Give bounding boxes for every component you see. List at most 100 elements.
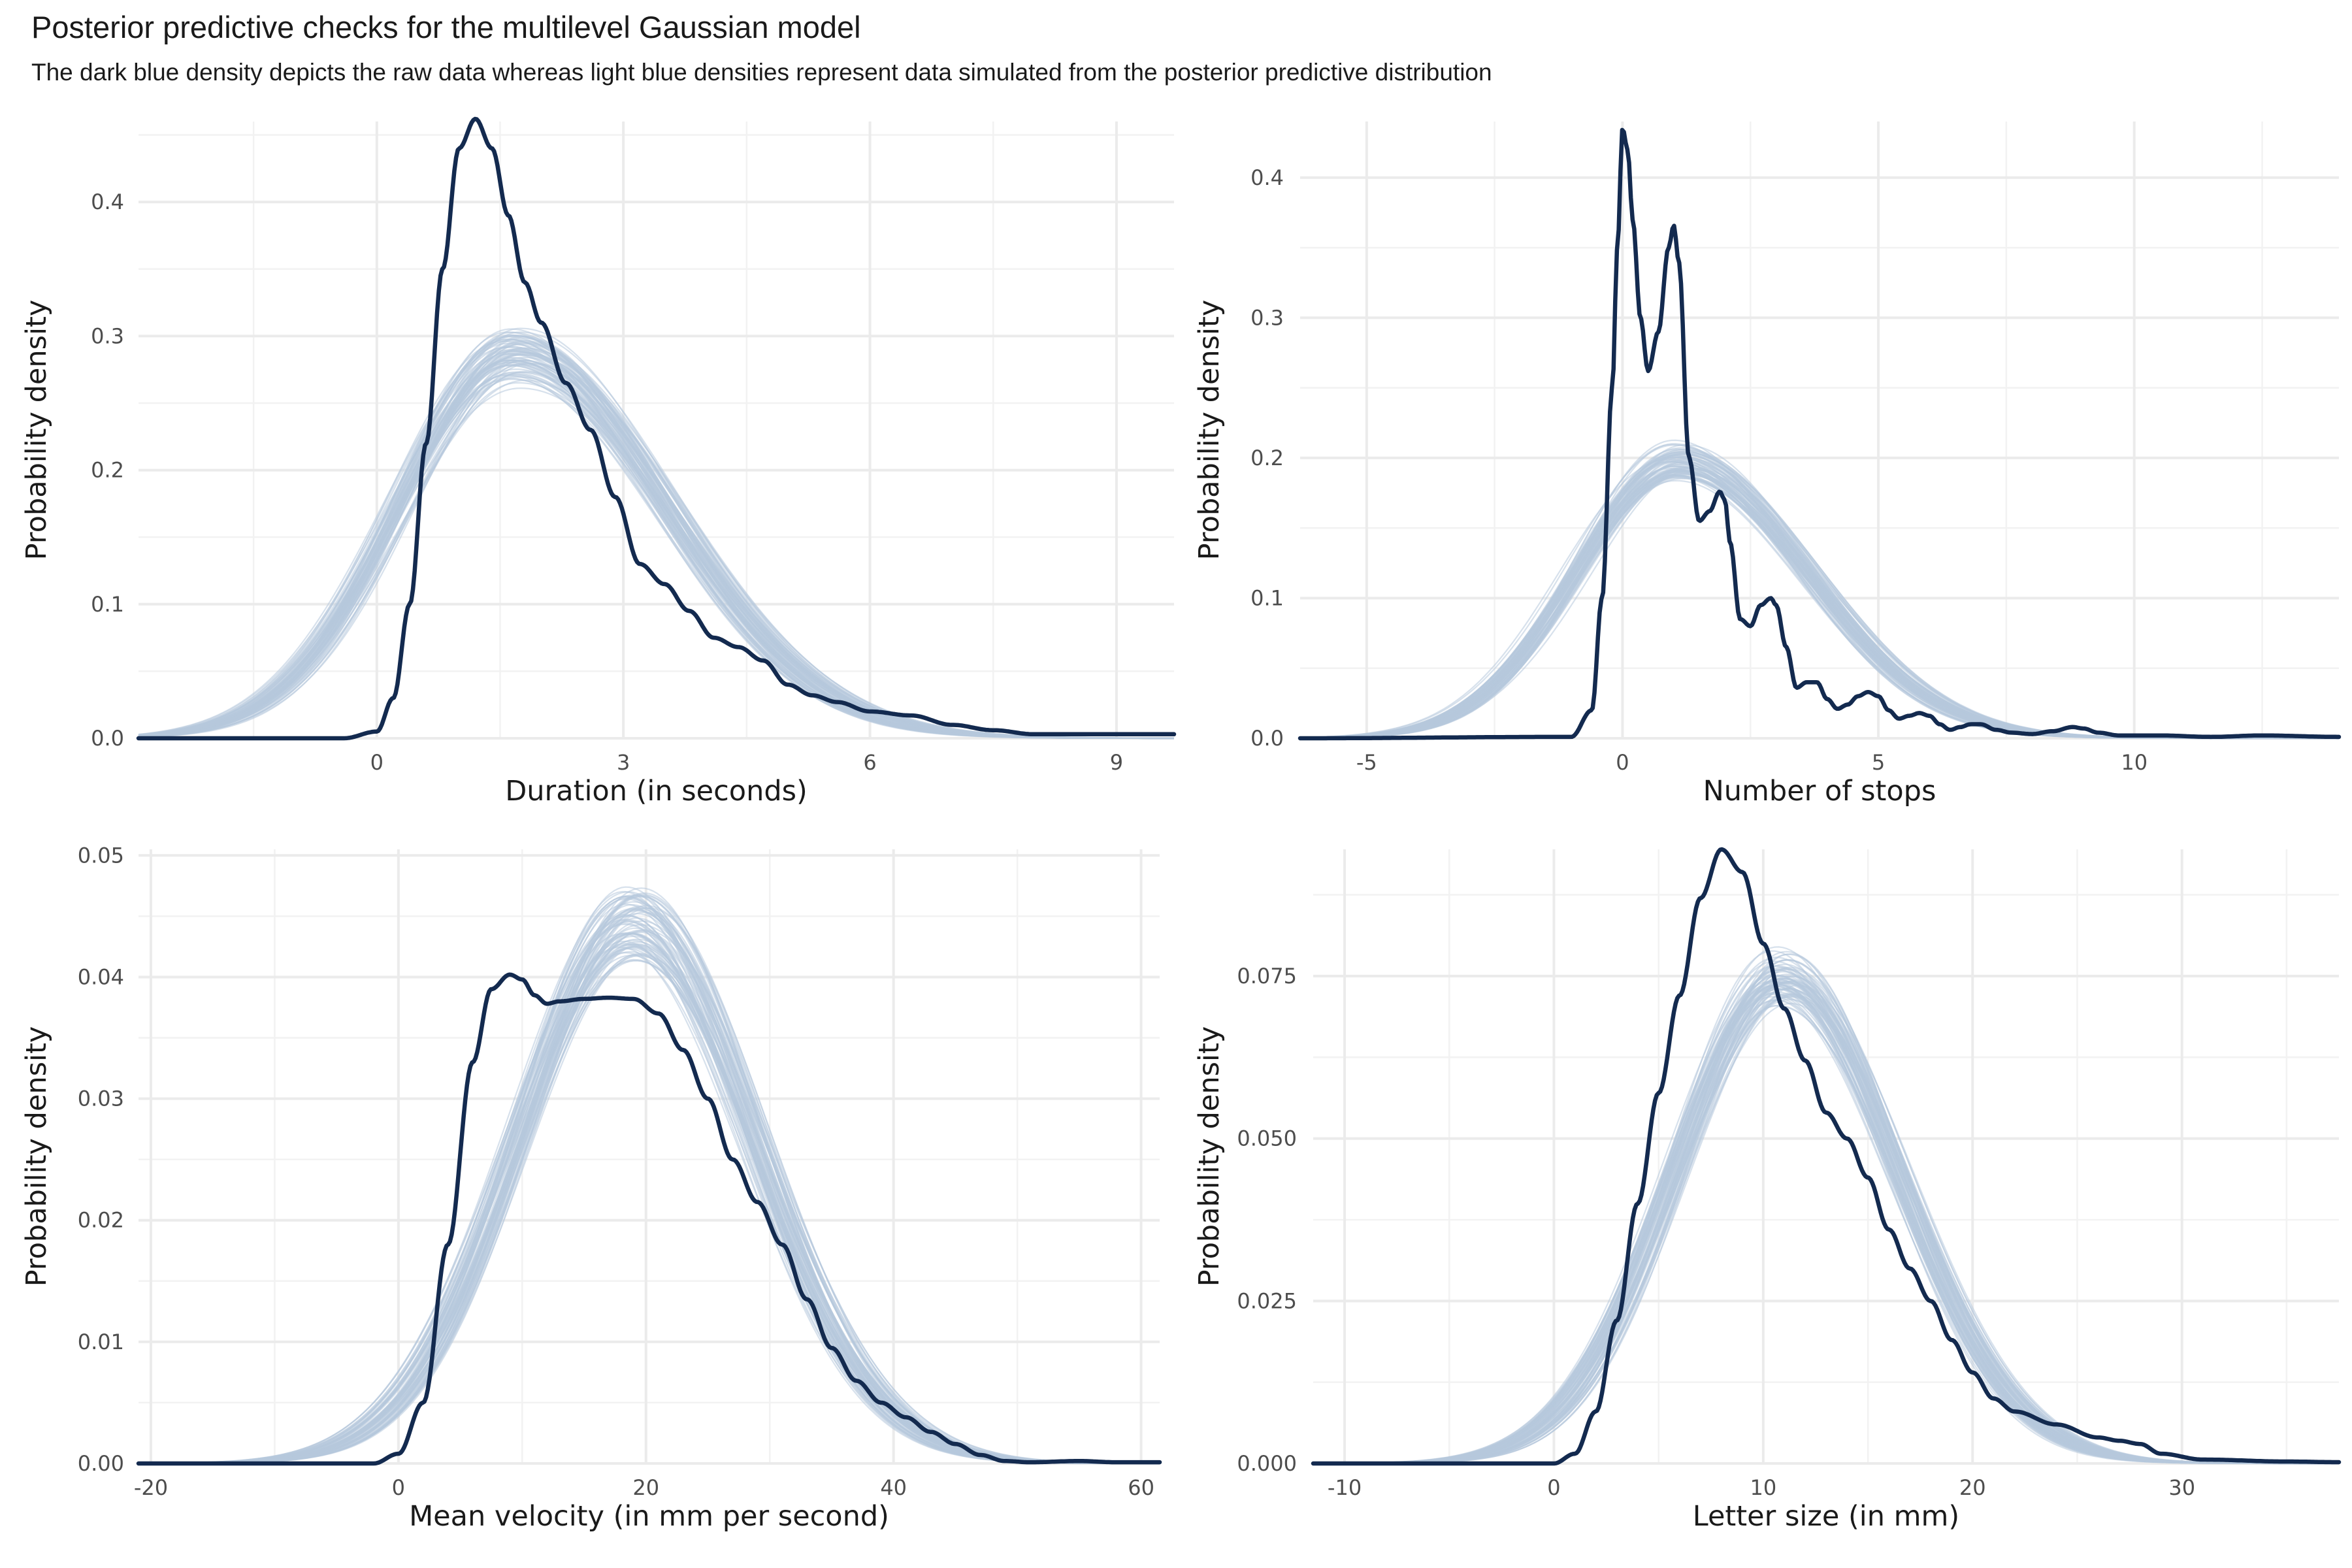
x-tick-label: 3 bbox=[617, 750, 630, 775]
simulated-density-line bbox=[139, 920, 1160, 1464]
simulated-density-line bbox=[1313, 988, 2339, 1465]
x-tick-label: 10 bbox=[1750, 1475, 1777, 1500]
simulated-density-line bbox=[139, 924, 1160, 1464]
simulated-density-line bbox=[139, 892, 1160, 1465]
simulated-density-line bbox=[1313, 968, 2339, 1465]
simulated-density-line bbox=[138, 346, 1174, 739]
x-tick-label: 6 bbox=[863, 750, 876, 775]
simulated-density-line bbox=[139, 921, 1160, 1465]
simulated-density-line bbox=[139, 923, 1160, 1464]
x-tick-label: -10 bbox=[1328, 1475, 1362, 1500]
simulated-density-line bbox=[139, 932, 1160, 1465]
simulated-density-line bbox=[1299, 476, 2339, 740]
simulated-density-line bbox=[139, 941, 1160, 1465]
simulated-density-line bbox=[1313, 977, 2339, 1465]
simulated-density-line bbox=[1313, 997, 2339, 1465]
y-tick-label: 0.2 bbox=[1250, 446, 1284, 470]
simulated-density-line bbox=[138, 896, 1160, 1464]
x-tick-label: 40 bbox=[880, 1475, 907, 1500]
simulated-density-line bbox=[1313, 981, 2339, 1465]
simulated-density-line bbox=[139, 947, 1160, 1465]
x-axis-title: Duration (in seconds) bbox=[505, 775, 808, 808]
simulated-density-line bbox=[138, 952, 1160, 1465]
y-tick-label: 0.050 bbox=[1237, 1126, 1297, 1151]
simulated-density-line bbox=[139, 901, 1160, 1465]
simulated-density-line bbox=[139, 943, 1160, 1464]
simulated-density-line bbox=[138, 907, 1160, 1464]
raw-data-density-line bbox=[1311, 847, 2342, 1466]
simulated-density-line bbox=[1313, 959, 2339, 1465]
y-tick-label: 0.04 bbox=[78, 964, 124, 989]
simulated-density-line bbox=[1313, 998, 2339, 1465]
simulated-density-line bbox=[139, 893, 1160, 1464]
simulated-density-line bbox=[138, 906, 1160, 1465]
simulated-density-line bbox=[139, 907, 1160, 1464]
simulated-density-line bbox=[139, 944, 1160, 1465]
simulated-density-line bbox=[1313, 981, 2339, 1465]
simulated-density-line bbox=[139, 894, 1160, 1465]
simulated-density-line bbox=[1313, 977, 2339, 1465]
y-axis-title: Probability density bbox=[20, 300, 53, 561]
y-tick-label: 0.1 bbox=[1250, 585, 1284, 610]
simulated-density-line bbox=[1313, 983, 2339, 1465]
y-tick-label: 0.025 bbox=[1237, 1288, 1297, 1313]
simulated-density-line bbox=[138, 340, 1174, 740]
simulated-density-line bbox=[139, 894, 1160, 1465]
simulated-density-line bbox=[139, 919, 1160, 1465]
y-tick-label: 0.4 bbox=[91, 189, 124, 214]
simulated-density-line bbox=[139, 932, 1160, 1465]
simulated-density-line bbox=[139, 943, 1160, 1465]
simulated-density-line bbox=[1300, 480, 2339, 740]
simulated-density-line bbox=[1313, 982, 2339, 1465]
simulated-density-line bbox=[139, 913, 1160, 1465]
simulated-density-line bbox=[139, 919, 1160, 1464]
x-tick-label: 0 bbox=[370, 750, 384, 775]
x-tick-label: -5 bbox=[1356, 750, 1377, 775]
simulated-density-line bbox=[1313, 999, 2339, 1465]
simulated-density-line bbox=[139, 946, 1160, 1465]
simulated-density-line bbox=[1313, 946, 2339, 1465]
x-tick-label: 9 bbox=[1110, 750, 1123, 775]
simulated-density-line bbox=[1313, 987, 2339, 1465]
x-tick-label: 60 bbox=[1128, 1475, 1154, 1500]
simulated-density-line bbox=[139, 943, 1160, 1465]
simulated-density-line bbox=[139, 897, 1160, 1465]
simulated-density-line bbox=[139, 894, 1160, 1464]
simulated-density-line bbox=[138, 946, 1160, 1465]
simulated-density-line bbox=[1313, 992, 2339, 1465]
simulated-density-line bbox=[1313, 980, 2339, 1465]
simulated-density-line bbox=[1313, 993, 2339, 1465]
simulated-density-line bbox=[1313, 999, 2339, 1465]
simulated-density-line bbox=[139, 938, 1160, 1464]
simulated-density-line bbox=[138, 895, 1160, 1465]
simulated-density-line bbox=[139, 907, 1160, 1465]
simulated-density-line bbox=[1299, 470, 2339, 740]
simulated-density-line bbox=[1313, 1004, 2339, 1465]
simulated-density-line bbox=[1313, 991, 2339, 1465]
simulated-density-line bbox=[1313, 1005, 2339, 1465]
y-tick-label: 0.075 bbox=[1237, 964, 1297, 988]
simulated-density-line bbox=[1313, 996, 2339, 1465]
simulated-density-line bbox=[1313, 993, 2339, 1465]
simulated-density-line bbox=[1313, 992, 2339, 1465]
simulated-density-line bbox=[1313, 982, 2339, 1465]
simulated-density-line bbox=[139, 904, 1160, 1465]
simulated-density-line bbox=[138, 886, 1160, 1465]
y-tick-label: 0.4 bbox=[1250, 165, 1284, 190]
raw-data-density-line bbox=[136, 972, 1162, 1466]
raw-data-density-line bbox=[136, 116, 1177, 741]
simulated-density-line bbox=[1313, 968, 2339, 1465]
density-panel-2: -5 0 5 10 0.0 0.1 0.2 0.3 0.4 Number of stops Prob… bbox=[1193, 122, 2342, 808]
simulated-density-line bbox=[139, 943, 1160, 1465]
simulated-density-line bbox=[1313, 981, 2339, 1465]
y-tick-label: 0.2 bbox=[91, 458, 124, 483]
simulated-density-line bbox=[138, 909, 1160, 1464]
simulated-density-line bbox=[1299, 476, 2339, 740]
simulated-density-line bbox=[1299, 477, 2339, 740]
x-tick-label: 0 bbox=[1547, 1475, 1560, 1500]
y-tick-label: 0.03 bbox=[78, 1086, 124, 1111]
y-tick-label: 0.3 bbox=[91, 323, 124, 348]
simulated-density-line bbox=[139, 932, 1160, 1464]
simulated-density-line bbox=[1313, 979, 2339, 1465]
y-tick-label: 0.1 bbox=[91, 592, 124, 617]
